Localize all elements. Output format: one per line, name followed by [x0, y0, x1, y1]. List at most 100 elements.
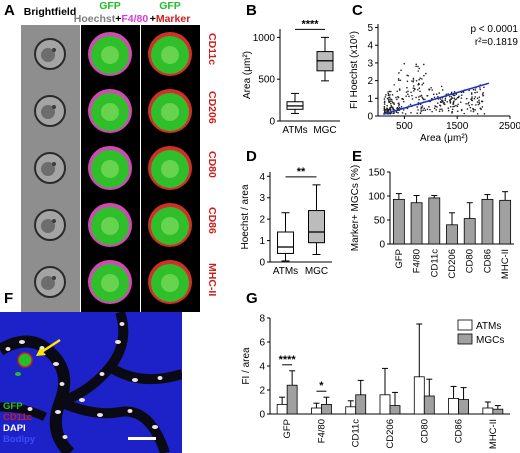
scatter-point — [407, 93, 409, 96]
bar-mhc-ii — [499, 199, 512, 245]
scatter-point — [418, 87, 421, 89]
row-label-cd11c: CD11c — [206, 33, 218, 66]
scatter-point — [419, 90, 421, 93]
scatter-point — [412, 79, 415, 81]
scatter-point — [453, 91, 456, 93]
scatter-point — [420, 108, 422, 110]
arrow-icon — [36, 338, 61, 356]
scatter-point — [469, 106, 472, 109]
scatter-point — [397, 96, 400, 99]
scatter-point — [390, 90, 392, 93]
scatter-point — [451, 108, 454, 111]
x-tick-label: GFP — [282, 419, 293, 439]
scatter-point — [400, 69, 402, 72]
x-tick-label: CD86 — [454, 419, 465, 443]
scatter-point — [390, 104, 392, 107]
scatter-point — [419, 77, 422, 79]
scatter-point — [460, 108, 463, 111]
scatter-point — [470, 110, 472, 112]
y-axis-label: FI Hoechst (x10⁶) — [349, 31, 360, 109]
scatter-point — [417, 82, 420, 85]
scatter-point — [454, 98, 456, 101]
bar-atms — [413, 376, 425, 415]
scatter-point — [479, 88, 482, 91]
hoechst-label: Hoechst — [73, 13, 116, 25]
scatter-point — [407, 90, 409, 92]
fit-line — [383, 82, 490, 115]
scatter-point — [435, 93, 438, 95]
y-tick-label: 1 — [367, 94, 373, 105]
row-label-cd86: CD86 — [206, 207, 218, 234]
scatter-point — [474, 96, 477, 98]
bar-mgcs — [458, 399, 469, 415]
hoechst-f480-cell-image — [81, 25, 140, 84]
scatter-point — [424, 98, 426, 101]
scatter-point — [430, 86, 432, 89]
scatter-point — [415, 63, 418, 66]
y-tick-label: 1 — [259, 236, 265, 247]
panel-g-chart: 0 2 4 6 8 FI / area GFP F4/80 CD11c CD206 CD80 CD86… — [241, 314, 510, 449]
scatter-point — [474, 108, 476, 111]
scatter-point — [418, 67, 421, 70]
scatter-point — [415, 79, 418, 82]
scatter-point — [447, 107, 450, 109]
bar-cd86 — [481, 198, 494, 245]
scatter-point — [431, 110, 433, 113]
y-tick-label: 6 — [259, 338, 265, 349]
scatter-point — [408, 95, 410, 98]
panel-a-label: A — [4, 2, 15, 19]
scatter-point — [441, 99, 444, 102]
scatter-point — [383, 101, 386, 104]
scatter-point — [411, 80, 413, 82]
scatter-point — [385, 108, 387, 111]
scatter-point — [387, 91, 389, 93]
scatter-point — [433, 107, 436, 110]
scatter-point — [474, 89, 477, 91]
y-tick-label: 2 — [259, 215, 265, 226]
scatter-point — [395, 110, 398, 113]
scatter-point — [474, 91, 476, 94]
marker-cell-image — [141, 25, 200, 84]
scatter-point — [387, 92, 390, 95]
scatter-point — [431, 89, 434, 91]
scatter-point — [439, 98, 442, 100]
scatter-point — [445, 93, 448, 96]
significance-label: **** — [301, 18, 319, 30]
x-tick-label: 2500 — [499, 121, 520, 132]
scatter-point — [391, 94, 394, 96]
scatter-point — [463, 112, 465, 115]
y-tick-label: 0 — [269, 117, 275, 128]
scatter-point — [393, 112, 395, 114]
row-label-mhc-ii: MHC-II — [206, 263, 218, 297]
x-tick-label: MHC-II — [488, 419, 499, 449]
scatter-point — [425, 72, 427, 75]
bar-gfp — [392, 198, 405, 245]
scatter-point — [471, 99, 474, 102]
scatter-point — [439, 108, 441, 111]
scatter-point — [402, 100, 405, 103]
panel-c-label: C — [352, 2, 363, 19]
scatter-point — [385, 94, 387, 96]
scatter-point — [443, 101, 445, 104]
scatter-point — [388, 100, 390, 102]
x-tick-label: GFP — [394, 249, 405, 269]
scatter-point — [397, 102, 400, 105]
scatter-point — [410, 91, 412, 94]
scatter-point — [470, 98, 472, 100]
scatter-point — [441, 108, 443, 110]
legend-gfp: GFP — [3, 401, 23, 412]
scatter-point — [465, 102, 467, 105]
x-tick-label: CD206 — [385, 419, 396, 449]
x-tick-label: MGC — [313, 125, 336, 136]
scatter-point — [383, 108, 386, 110]
scatter-point — [423, 74, 425, 77]
scatter-point — [452, 103, 454, 105]
hoechst-f480-cell-image — [81, 82, 140, 141]
brightfield-cell-image — [21, 196, 80, 255]
scatter-point — [404, 113, 407, 115]
scatter-point — [472, 108, 474, 110]
scatter-point — [482, 94, 484, 97]
scatter-point — [441, 110, 444, 112]
stain-legend: GFP CD11c DAPI Bodipy — [3, 401, 35, 445]
